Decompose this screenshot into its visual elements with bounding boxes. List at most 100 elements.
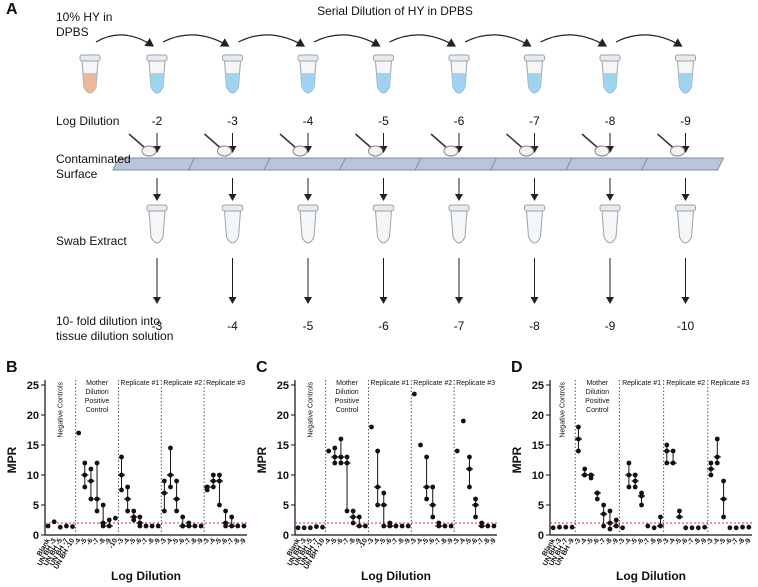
data-point [658,514,663,520]
x-tick-label: -9 [104,537,113,546]
data-point [180,523,186,529]
x-tick-label: -4 [165,537,174,546]
swab-tip [443,145,459,157]
data-point [620,525,625,531]
y-tick-label: 10 [532,470,544,482]
data-point [217,502,222,508]
x-tick-label: -4 [372,537,381,546]
data-point [94,508,100,514]
y-tick-label: 20 [532,410,544,422]
data-point [320,524,325,530]
x-tick-label: -6 [177,537,186,546]
group-label: Negative Controls [307,382,314,438]
x-tick-label: -8 [737,537,746,546]
x-tick-label: -6 [680,537,689,546]
swab-stick [581,133,599,149]
x-tick-label: -5 [171,537,180,546]
data-point [223,508,228,514]
tube-cap [599,204,621,212]
x-tick-label: -7 [226,537,235,546]
data-point [168,484,173,490]
data-point [314,524,319,529]
data-point [174,496,180,502]
data-point [714,460,720,466]
tube-cap [146,204,168,212]
x-tick-label: -3 [202,537,211,546]
data-point [301,525,307,531]
x-tick-label: -6 [636,537,645,546]
data-point [241,523,247,529]
data-point [613,523,619,529]
data-point [149,523,155,529]
x-tick-label: -8 [348,537,357,546]
x-tick-label: -4 [712,537,721,546]
transfer-arrow [389,34,457,47]
data-point [430,484,436,490]
data-point [424,484,430,490]
x-tick-label: -6 [470,537,479,546]
x-tick-label: -7 [476,537,485,546]
data-point [399,523,405,529]
data-point [192,523,198,529]
x-tick-label: -6 [724,537,733,546]
data-point [411,391,417,397]
data-point [332,454,338,460]
group-label: Replicate #1 [120,380,159,387]
data-point [338,460,344,466]
data-point [381,523,387,529]
y-tick-label: 5 [33,500,39,512]
tube [450,210,468,244]
data-point [626,472,632,478]
log-dilution: -9 [680,114,691,128]
slide [414,157,498,171]
data-point [131,514,137,520]
x-tick-label: -6 [427,537,436,546]
data-point [601,523,607,529]
data-point [670,448,676,454]
x-tick-label: -5 [421,537,430,546]
data-point [740,524,745,530]
data-point [677,514,682,520]
y-tick-label: 0 [33,530,39,542]
panel-label: C [256,359,268,376]
x-tick-label: -6 [592,537,601,546]
data-point [626,484,632,490]
x-tick-label: -8 [232,537,241,546]
data-point [664,448,670,454]
x-tick-label: -5 [586,537,595,546]
data-point [45,523,51,529]
log-dilution: -6 [454,114,465,128]
x-tick-label: -4 [122,537,131,546]
data-point [405,523,411,529]
data-point [708,460,714,466]
data-point [576,436,581,442]
y-tick-label: 10 [27,470,39,482]
x-tick-label: -8 [190,537,199,546]
transfer-arrow [313,34,381,47]
x-tick-label: -5 [378,537,387,546]
data-point [467,466,472,472]
data-point [607,526,613,532]
data-point [125,508,131,514]
group-label: Replicate #1 [622,380,661,387]
data-point [174,478,180,484]
y-axis-label: MPR [255,446,269,473]
data-point [454,448,460,454]
data-point [632,484,638,490]
tube-cap [675,54,696,62]
x-tick-label: -3 [116,537,125,546]
x-tick-label: -4 [323,537,332,546]
swab-tip [292,145,308,157]
x-tick-label: -8 [440,537,449,546]
data-point [714,454,720,460]
data-point [88,496,94,502]
data-point [424,454,430,460]
tube-liquid [376,73,391,93]
swab-stick [506,133,523,149]
group-label: Replicate #2 [413,380,452,387]
data-point [326,448,332,454]
log-dilution: -2 [152,114,163,128]
x-tick-label: -5 [464,537,473,546]
